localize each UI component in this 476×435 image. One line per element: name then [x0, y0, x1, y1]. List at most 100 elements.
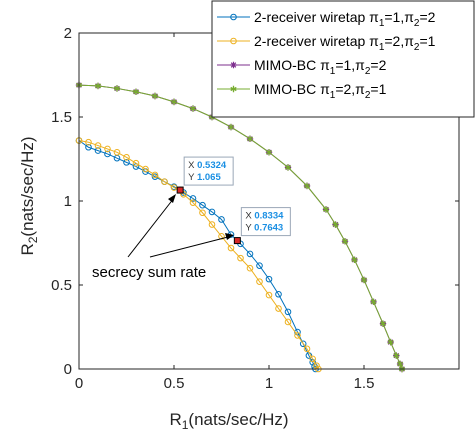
data-point — [189, 195, 197, 202]
data-point — [265, 149, 273, 156]
data-point — [294, 332, 301, 339]
legend-marker — [230, 37, 237, 45]
data-point — [161, 178, 168, 185]
x-axis-label: R1(nats/sec/Hz) — [169, 410, 288, 432]
data-point — [246, 135, 254, 143]
data-point — [309, 355, 317, 363]
legend-entry: 2-receiver wiretap π1=2,π2=1 — [217, 33, 436, 53]
data-point — [85, 138, 92, 146]
annotation-arrowhead-2 — [225, 233, 234, 240]
legend-entry: MIMO-BC π1=2,π2=1 — [217, 81, 387, 101]
data-point — [151, 92, 159, 100]
legend-marker — [230, 61, 237, 69]
data-point — [132, 159, 140, 167]
legend-label: 2-receiver wiretap π1=1,π2=2 — [254, 9, 436, 29]
annotation: secrecy sum rate — [92, 194, 234, 281]
data-point — [313, 362, 320, 369]
data-point — [246, 264, 254, 272]
data-point — [142, 165, 149, 173]
data-point — [303, 345, 311, 353]
series-line — [78, 140, 319, 370]
y-tick-label: 0 — [64, 361, 72, 378]
datatip-x: X 0.8334 — [245, 211, 284, 222]
data-point — [351, 256, 358, 263]
annotation-arrowhead-1 — [168, 194, 176, 203]
x-tick-label: 1.5 — [354, 375, 375, 392]
series-line — [78, 140, 317, 370]
data-point — [199, 201, 206, 209]
data-point — [85, 143, 92, 151]
data-point — [104, 145, 111, 153]
data-point — [227, 244, 235, 252]
legend: 2-receiver wiretap π1=1,π2=2 2-receiver w… — [211, 0, 475, 118]
legend-label: MIMO-BC π1=1,π2=2 — [254, 57, 387, 77]
axis-ticks: 0 0.5 1 1.5 0 0.5 1 1.5 2 — [51, 25, 459, 392]
data-point — [360, 276, 368, 284]
data-point — [284, 164, 292, 171]
data-point — [265, 291, 273, 299]
data-point — [237, 254, 244, 262]
data-point — [265, 275, 273, 283]
data-point — [218, 216, 225, 223]
x-tick-label: 0 — [75, 375, 83, 392]
y-tick-label: 0.5 — [51, 277, 72, 294]
data-point — [284, 308, 292, 316]
legend-entry: 2-receiver wiretap π1=1,π2=2 — [217, 9, 436, 29]
legend-marker — [230, 85, 237, 93]
datatip-box — [183, 156, 234, 186]
series-line — [78, 84, 403, 370]
annotation-arrow-2 — [149, 236, 229, 258]
data-point — [322, 206, 330, 213]
data-point — [396, 360, 404, 368]
data-point — [341, 238, 349, 245]
data-point — [94, 142, 102, 149]
data-point — [393, 352, 400, 359]
data-point — [151, 171, 159, 179]
datatip-marker — [176, 186, 184, 194]
legend-box — [211, 0, 475, 118]
datatip-y: Y 0.7643 — [245, 223, 283, 234]
annotation-text: secrecy sum rate — [92, 264, 206, 281]
data-point — [199, 209, 206, 217]
data-point — [332, 221, 339, 228]
data-point — [113, 85, 121, 92]
data-point — [246, 250, 254, 258]
data-point — [113, 148, 121, 156]
datatip-marker — [233, 237, 241, 245]
data-point — [94, 82, 102, 90]
data-point — [208, 221, 216, 228]
data-point — [370, 298, 377, 305]
data-point — [227, 123, 235, 131]
data-point — [284, 318, 292, 326]
data-point — [132, 88, 140, 95]
data-point — [303, 182, 311, 190]
data-point — [379, 320, 387, 327]
y-tick-label: 2 — [64, 25, 72, 42]
y-axis-label: R2(nats/sec/Hz) — [18, 136, 40, 255]
data-point — [387, 338, 394, 346]
data-point — [94, 147, 102, 154]
legend-label: 2-receiver wiretap π1=2,π2=1 — [254, 33, 436, 53]
data-point — [256, 262, 263, 269]
data-point — [189, 105, 197, 112]
data-point — [275, 290, 282, 298]
legend-entry: MIMO-BC π1=1,π2=2 — [217, 57, 387, 77]
data-point — [104, 150, 111, 158]
data-point — [123, 154, 130, 161]
datatip-y: Y 1.065 — [188, 172, 221, 183]
data-point — [123, 159, 130, 166]
data-point — [189, 199, 197, 206]
data-point — [275, 305, 282, 312]
y-tick-label: 1.5 — [51, 109, 72, 126]
datatip-x: X 0.5324 — [188, 160, 227, 171]
data-point — [299, 340, 307, 348]
data-point — [208, 208, 216, 216]
data-point — [256, 278, 263, 285]
y-tick-label: 1 — [64, 193, 72, 210]
legend-marker — [230, 13, 237, 21]
x-tick-label: 0.5 — [164, 375, 185, 392]
annotation-arrow-1 — [127, 197, 175, 258]
legend-label: MIMO-BC π1=2,π2=1 — [254, 81, 387, 101]
